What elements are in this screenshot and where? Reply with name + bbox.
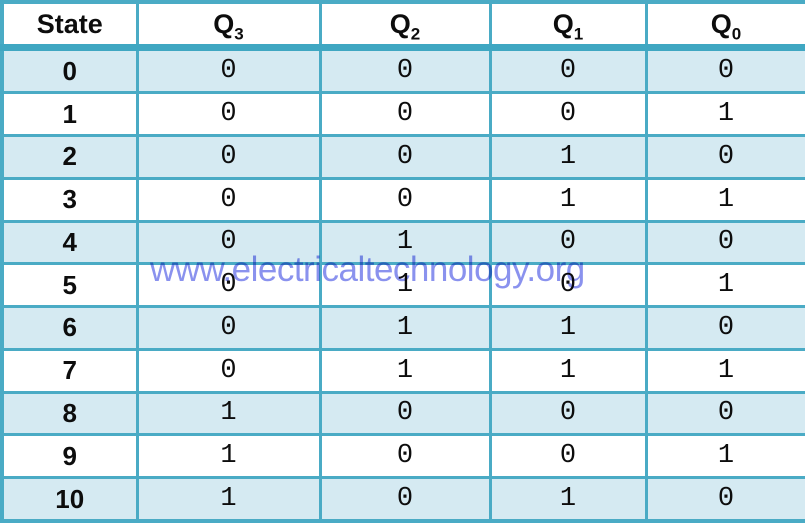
q3-cell: 0: [135, 262, 322, 309]
q3-cell: 1: [135, 475, 322, 523]
state-cell: 7: [0, 347, 139, 394]
header-q1: Q1: [488, 0, 648, 51]
state-cell: 10: [0, 475, 139, 523]
state-cell: 0: [0, 45, 139, 95]
state-cell: 1: [0, 91, 139, 138]
q2-cell: 1: [318, 347, 492, 394]
q1-cell: 0: [488, 219, 648, 266]
q1-cell: 0: [488, 262, 648, 309]
header-q3: Q3: [135, 0, 322, 51]
q3-cell: 1: [135, 390, 322, 437]
q3-cell: 0: [135, 176, 322, 223]
q3-cell: 0: [135, 91, 322, 138]
q0-cell: 1: [644, 262, 805, 309]
q2-cell: 1: [318, 305, 492, 351]
q3-cell: 1: [135, 433, 322, 480]
q1-cell: 0: [488, 433, 648, 480]
state-cell: 3: [0, 176, 139, 223]
q1-cell: 0: [488, 45, 648, 95]
q1-cell: 1: [488, 475, 648, 523]
state-cell: 4: [0, 219, 139, 266]
state-cell: 6: [0, 305, 139, 351]
q2-cell: 1: [318, 219, 492, 266]
q1-cell: 1: [488, 305, 648, 351]
header-q0: Q0: [644, 0, 805, 51]
q3-cell: 0: [135, 45, 322, 95]
q0-cell: 0: [644, 45, 805, 95]
q1-cell: 1: [488, 176, 648, 223]
header-row: State Q3 Q2 Q1 Q0: [0, 0, 805, 51]
q0-cell: 0: [644, 390, 805, 437]
table-row: 10 1 0 1 0: [0, 475, 805, 523]
q0-cell: 0: [644, 305, 805, 351]
q2-cell: 0: [318, 134, 492, 180]
q2-cell: 0: [318, 433, 492, 480]
q2-cell: 0: [318, 91, 492, 138]
q0-cell: 1: [644, 176, 805, 223]
q1-cell: 0: [488, 91, 648, 138]
q2-cell: 0: [318, 176, 492, 223]
q1-cell: 1: [488, 134, 648, 180]
q0-cell: 1: [644, 91, 805, 138]
q0-cell: 0: [644, 475, 805, 523]
q0-cell: 0: [644, 219, 805, 266]
header-q2: Q2: [318, 0, 492, 51]
q2-cell: 0: [318, 45, 492, 95]
q0-cell: 1: [644, 347, 805, 394]
state-cell: 2: [0, 134, 139, 180]
q0-cell: 0: [644, 134, 805, 180]
state-cell: 8: [0, 390, 139, 437]
header-state: State: [0, 0, 139, 51]
q2-cell: 0: [318, 390, 492, 437]
q3-cell: 0: [135, 347, 322, 394]
q2-cell: 1: [318, 262, 492, 309]
q0-cell: 1: [644, 433, 805, 480]
q3-cell: 0: [135, 134, 322, 180]
q3-cell: 0: [135, 219, 322, 266]
state-cell: 9: [0, 433, 139, 480]
q1-cell: 0: [488, 390, 648, 437]
q2-cell: 0: [318, 475, 492, 523]
q3-cell: 0: [135, 305, 322, 351]
q1-cell: 1: [488, 347, 648, 394]
state-cell: 5: [0, 262, 139, 309]
